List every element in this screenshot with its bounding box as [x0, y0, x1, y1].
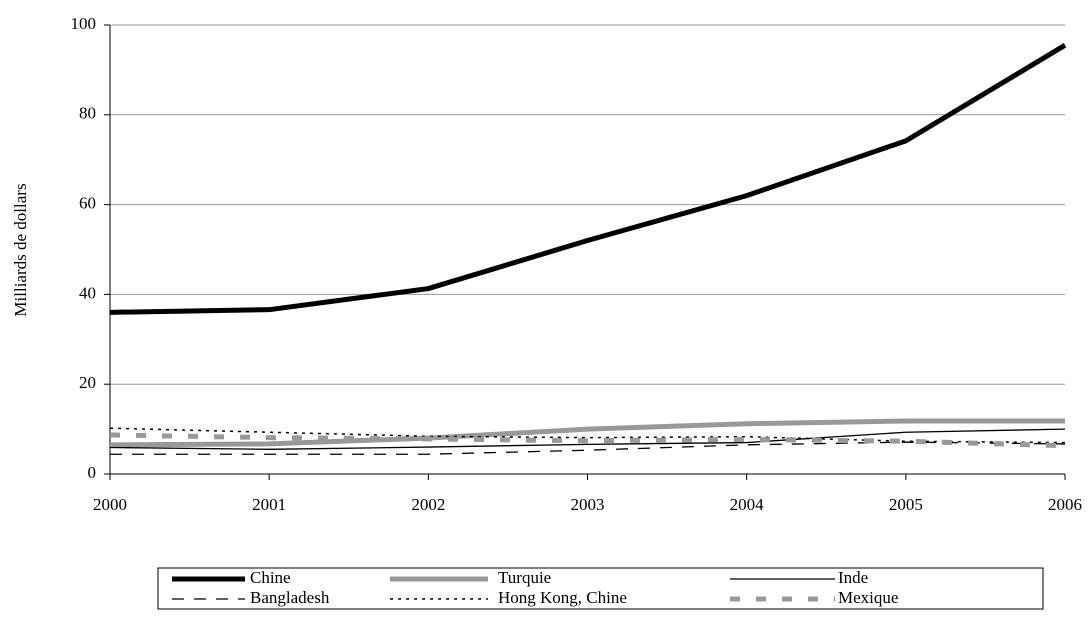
- x-tick-label: 2006: [1048, 495, 1082, 514]
- x-tick-label: 2002: [411, 495, 445, 514]
- series-line: [109, 43, 1067, 315]
- series-line: [109, 418, 1065, 448]
- y-tick-label: 0: [88, 463, 97, 482]
- series-line: [110, 441, 1066, 455]
- legend-label: Mexique: [838, 588, 898, 607]
- legend-box: [157, 567, 1044, 610]
- legend-label: Chine: [250, 568, 291, 587]
- y-axis-label: Milliards de dollars: [11, 183, 30, 316]
- y-tick-label: 100: [71, 14, 97, 33]
- x-tick-label: 2001: [252, 495, 286, 514]
- x-tick-label: 2000: [93, 495, 127, 514]
- y-tick-label: 60: [79, 194, 96, 213]
- x-tick-label: 2005: [889, 495, 923, 514]
- series-line: [109, 432, 1066, 449]
- y-tick-label: 80: [79, 104, 96, 123]
- legend-label: Bangladesh: [250, 588, 330, 607]
- legend-label: Hong Kong, Chine: [498, 588, 627, 607]
- legend-label: Turquie: [498, 568, 551, 587]
- x-tick-label: 2004: [730, 495, 765, 514]
- legend-label: Inde: [838, 568, 868, 587]
- series-line: [109, 428, 1066, 450]
- x-tick-label: 2003: [571, 495, 605, 514]
- y-tick-label: 20: [79, 373, 96, 392]
- y-tick-label: 40: [79, 283, 96, 302]
